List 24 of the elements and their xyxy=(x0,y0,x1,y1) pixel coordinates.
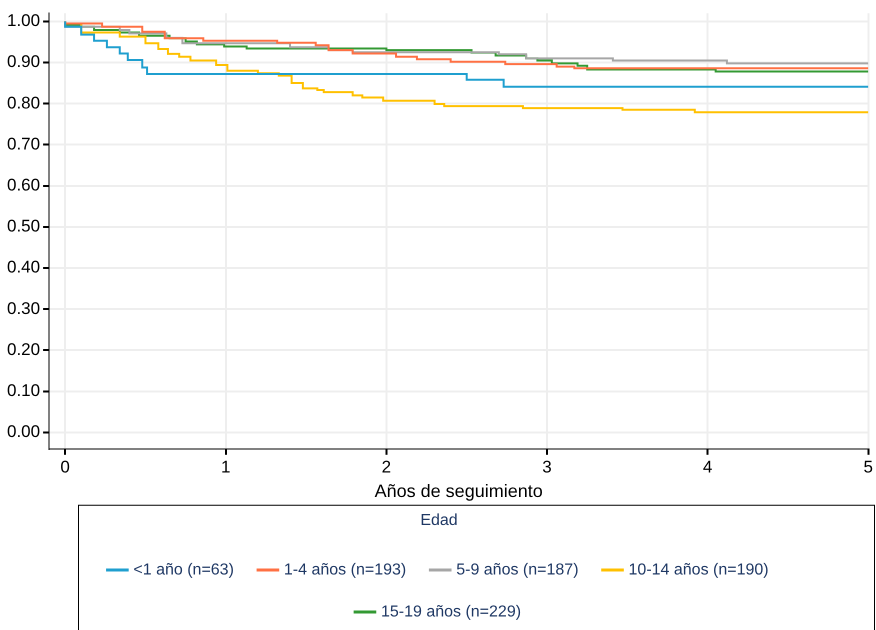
y-tick-label: 1.00 xyxy=(6,11,40,30)
y-tick-label: 0.50 xyxy=(6,216,40,236)
y-tick-label: 0.60 xyxy=(6,175,40,194)
x-tick-label: 2 xyxy=(382,458,392,477)
y-tick-label: 0.20 xyxy=(6,340,40,359)
legend-title: Edad xyxy=(420,512,458,530)
y-tick-label: 0.10 xyxy=(6,380,40,400)
y-tick-label: 0.00 xyxy=(6,422,40,442)
x-tick-label: 3 xyxy=(542,458,552,477)
y-tick-label: 0.70 xyxy=(6,134,40,154)
x-tick-label: 4 xyxy=(702,458,712,477)
legend-label: <1 año (n=63) xyxy=(133,561,234,578)
legend-label: 1-4 años (n=193) xyxy=(284,561,406,578)
legend-label: 15-19 años (n=229) xyxy=(380,603,522,620)
y-tick-label: 0.30 xyxy=(6,298,40,318)
x-tick-label: 1 xyxy=(221,458,231,477)
legend-label: 5-9 años (n=187) xyxy=(456,561,579,578)
x-tick-label: 5 xyxy=(864,458,874,477)
y-tick-label: 0.90 xyxy=(6,52,40,72)
legend-label: 10-14 años (n=190) xyxy=(628,561,769,578)
x-axis-title: Años de seguimiento xyxy=(374,480,543,501)
y-tick-label: 0.80 xyxy=(6,93,40,112)
y-tick-label: 0.40 xyxy=(6,258,40,277)
x-tick-label: 0 xyxy=(60,458,70,477)
